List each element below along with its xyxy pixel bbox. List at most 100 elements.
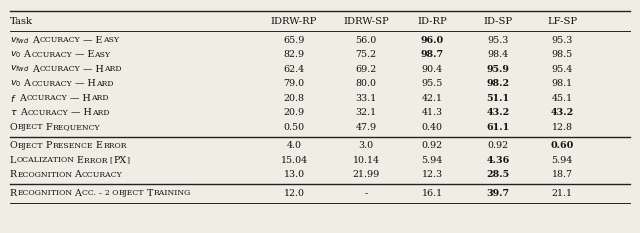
Text: 61.1: 61.1 [486, 123, 509, 132]
Text: CCURACY: CCURACY [26, 94, 67, 102]
Text: 39.7: 39.7 [486, 189, 509, 198]
Text: A: A [17, 94, 26, 103]
Text: IDRW-RP: IDRW-RP [271, 17, 317, 25]
Text: -: - [364, 189, 367, 198]
Text: 10.14: 10.14 [353, 156, 380, 165]
Text: CCURACY: CCURACY [31, 80, 72, 88]
Text: $v_{0}$: $v_{0}$ [10, 79, 21, 89]
Text: BJECT: BJECT [18, 123, 44, 131]
Text: ARD: ARD [104, 65, 122, 73]
Text: ECOGNITION: ECOGNITION [17, 171, 72, 179]
Text: REQUENCY: REQUENCY [53, 123, 100, 131]
Text: — H: — H [80, 65, 104, 74]
Text: 62.4: 62.4 [284, 65, 305, 74]
Text: CCURACY: CCURACY [28, 109, 68, 117]
Text: E: E [74, 156, 84, 165]
Text: P: P [44, 141, 52, 150]
Text: CCURACY: CCURACY [40, 36, 80, 44]
Text: $v_{0}$: $v_{0}$ [10, 49, 21, 60]
Text: CCURACY: CCURACY [40, 65, 80, 73]
Text: BJECT: BJECT [118, 189, 144, 197]
Text: 98.4: 98.4 [488, 50, 509, 59]
Text: A: A [72, 170, 82, 179]
Text: 96.0: 96.0 [420, 36, 444, 45]
Text: CCURACY: CCURACY [31, 51, 72, 59]
Text: 98.1: 98.1 [552, 79, 573, 88]
Text: ECOGNITION: ECOGNITION [17, 189, 72, 197]
Text: 0.92: 0.92 [488, 141, 509, 150]
Text: 65.9: 65.9 [284, 36, 305, 45]
Text: R: R [10, 170, 17, 179]
Text: 28.5: 28.5 [486, 170, 509, 179]
Text: 95.4: 95.4 [552, 65, 573, 74]
Text: 69.2: 69.2 [355, 65, 376, 74]
Text: 33.1: 33.1 [355, 94, 376, 103]
Text: A: A [29, 36, 40, 45]
Text: 45.1: 45.1 [552, 94, 573, 103]
Text: RAINING: RAINING [154, 189, 191, 197]
Text: RROR: RROR [103, 142, 127, 150]
Text: O: O [10, 123, 18, 132]
Text: 0.40: 0.40 [422, 123, 442, 132]
Text: 4.0: 4.0 [287, 141, 301, 150]
Text: ARD: ARD [96, 80, 113, 88]
Text: 95.3: 95.3 [487, 36, 509, 45]
Text: BJECT: BJECT [18, 142, 44, 150]
Text: ID-SP: ID-SP [483, 17, 513, 25]
Text: 43.2: 43.2 [486, 108, 509, 117]
Text: CCURACY: CCURACY [82, 171, 123, 179]
Text: 95.9: 95.9 [486, 65, 509, 74]
Text: $v_{fwd}$: $v_{fwd}$ [10, 35, 29, 45]
Text: 80.0: 80.0 [355, 79, 376, 88]
Text: 4.36: 4.36 [486, 156, 509, 165]
Text: PX: PX [113, 156, 126, 165]
Text: 75.2: 75.2 [355, 50, 376, 59]
Text: $\tau$: $\tau$ [10, 108, 18, 117]
Text: LF-SP: LF-SP [547, 17, 577, 25]
Text: ASY: ASY [94, 51, 111, 59]
Text: ]: ] [126, 156, 129, 164]
Text: 5.94: 5.94 [552, 156, 573, 165]
Text: RROR [: RROR [ [84, 156, 113, 164]
Text: 5.94: 5.94 [421, 156, 443, 165]
Text: 21.1: 21.1 [552, 189, 573, 198]
Text: 12.8: 12.8 [552, 123, 573, 132]
Text: 3.0: 3.0 [358, 141, 374, 150]
Text: — E: — E [72, 50, 94, 59]
Text: 79.0: 79.0 [284, 79, 305, 88]
Text: 98.2: 98.2 [486, 79, 509, 88]
Text: O: O [10, 141, 18, 150]
Text: RESENCE: RESENCE [52, 142, 93, 150]
Text: 12.3: 12.3 [421, 170, 443, 179]
Text: 43.2: 43.2 [550, 108, 573, 117]
Text: 95.5: 95.5 [421, 79, 443, 88]
Text: — H: — H [72, 79, 96, 88]
Text: 41.3: 41.3 [421, 108, 443, 117]
Text: ASY: ASY [102, 36, 119, 44]
Text: A: A [72, 189, 82, 198]
Text: 0.92: 0.92 [421, 141, 443, 150]
Text: 98.5: 98.5 [552, 50, 573, 59]
Text: 51.1: 51.1 [486, 94, 509, 103]
Text: A: A [29, 65, 40, 74]
Text: 18.7: 18.7 [552, 170, 573, 179]
Text: 90.4: 90.4 [421, 65, 443, 74]
Text: 56.0: 56.0 [355, 36, 376, 45]
Text: 15.04: 15.04 [280, 156, 308, 165]
Text: L: L [10, 156, 17, 165]
Text: 98.7: 98.7 [420, 50, 444, 59]
Text: ARD: ARD [91, 94, 108, 102]
Text: $v_{fwd}$: $v_{fwd}$ [10, 64, 29, 75]
Text: E: E [93, 141, 103, 150]
Text: F: F [44, 123, 53, 132]
Text: — H: — H [67, 94, 91, 103]
Text: 42.1: 42.1 [422, 94, 442, 103]
Text: OCALIZATION: OCALIZATION [17, 156, 74, 164]
Text: ID-RP: ID-RP [417, 17, 447, 25]
Text: 0.60: 0.60 [550, 141, 573, 150]
Text: 95.3: 95.3 [551, 36, 573, 45]
Text: T: T [144, 189, 154, 198]
Text: Task: Task [10, 17, 33, 25]
Text: A: A [18, 108, 28, 117]
Text: 47.9: 47.9 [355, 123, 376, 132]
